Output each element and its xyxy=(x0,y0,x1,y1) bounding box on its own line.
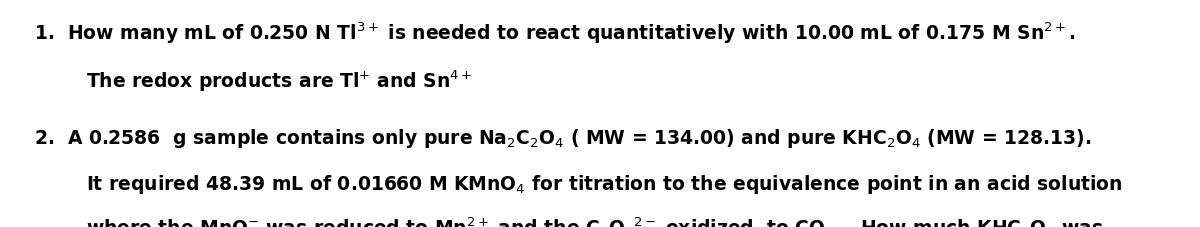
Text: It required 48.39 mL of 0.01660 M KMnO$_4$ for titration to the equivalence poin: It required 48.39 mL of 0.01660 M KMnO$_… xyxy=(86,173,1123,195)
Text: 2.  A 0.2586  g sample contains only pure Na$_2$C$_2$O$_4$ ( MW = 134.00) and pu: 2. A 0.2586 g sample contains only pure … xyxy=(34,127,1091,150)
Text: The redox products are Tl$^{+}$ and Sn$^{4+}$: The redox products are Tl$^{+}$ and Sn$^… xyxy=(86,68,473,94)
Text: 1.  How many mL of 0.250 N Tl$^{3+}$ is needed to react quantitatively with 10.0: 1. How many mL of 0.250 N Tl$^{3+}$ is n… xyxy=(34,20,1075,46)
Text: where the MnO$^{-}_{4}$ was reduced to Mn$^{2+}$ and the C$_2$O$_4$$^{2-}$ oxidi: where the MnO$^{-}_{4}$ was reduced to M… xyxy=(86,215,1104,227)
